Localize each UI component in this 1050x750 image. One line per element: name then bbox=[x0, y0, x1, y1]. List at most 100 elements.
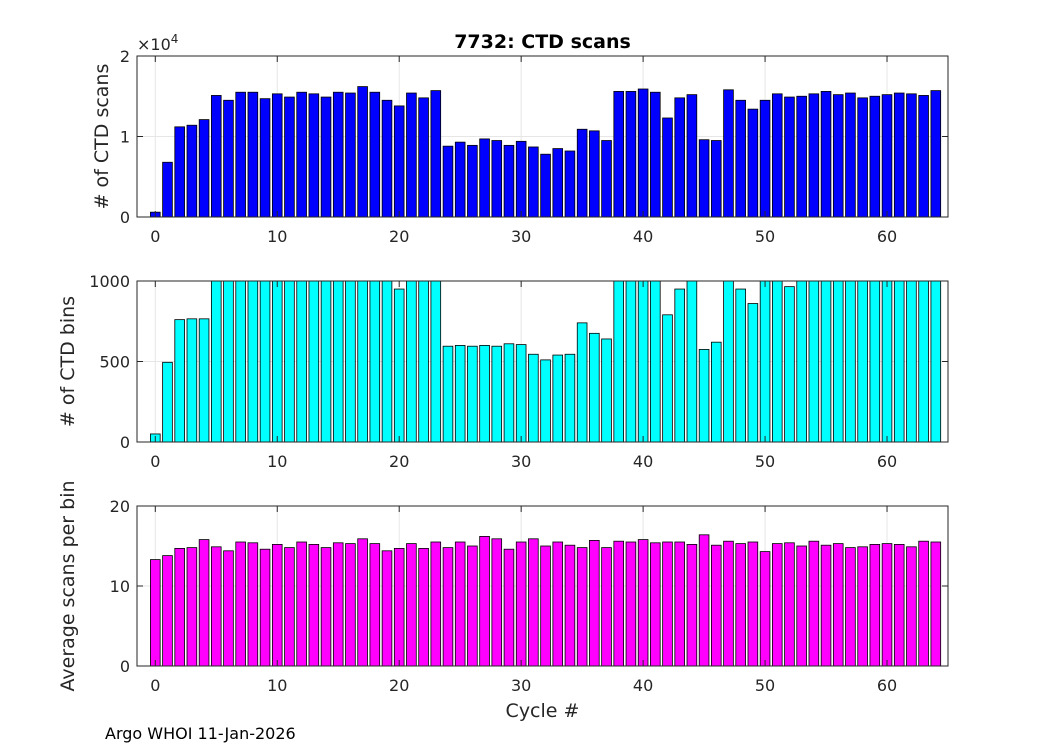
bar-cycle-53 bbox=[796, 280, 807, 443]
bar-cycle-30 bbox=[515, 541, 527, 667]
bar-cycle-42 bbox=[662, 314, 673, 443]
bar-cycle-3 bbox=[186, 124, 198, 218]
bar-cycle-13 bbox=[308, 544, 320, 667]
bar-cycle-36 bbox=[589, 130, 600, 218]
bar-cycle-31 bbox=[528, 146, 539, 218]
bar-cycle-59 bbox=[869, 95, 881, 218]
bar-cycle-12 bbox=[296, 541, 307, 667]
y-tick-label: 20 bbox=[110, 497, 130, 516]
bar-cycle-37 bbox=[601, 140, 612, 218]
bar-cycle-7 bbox=[235, 91, 246, 218]
bar-cycle-0 bbox=[150, 559, 161, 667]
bar-cycle-43 bbox=[674, 97, 685, 218]
bar-cycle-38 bbox=[613, 280, 625, 443]
bar-cycle-46 bbox=[711, 544, 722, 667]
bar-cycle-61 bbox=[893, 544, 905, 667]
x-tick-label: 30 bbox=[511, 676, 531, 695]
bar-cycle-62 bbox=[906, 546, 917, 667]
y-tick-label: 0 bbox=[120, 433, 130, 452]
bar-cycle-33 bbox=[552, 148, 564, 218]
bar-cycle-60 bbox=[881, 280, 893, 443]
bar-cycle-19 bbox=[381, 280, 393, 443]
bar-cycle-8 bbox=[247, 542, 259, 667]
bar-cycle-23 bbox=[430, 541, 442, 667]
chart-panel-3: 0 10 20 30 40 50 60 0 10 20 Average scans per bin C… bbox=[57, 480, 949, 722]
bar-cycle-8 bbox=[247, 91, 259, 218]
bar-cycle-18 bbox=[369, 91, 381, 218]
bar-cycle-14 bbox=[320, 547, 332, 667]
bar-cycle-10 bbox=[271, 280, 283, 443]
bar-cycle-6 bbox=[223, 280, 234, 443]
y-axis-label: Average scans per bin bbox=[57, 480, 79, 691]
bar-cycle-7 bbox=[235, 541, 246, 667]
y-tick-label: 10 bbox=[110, 577, 130, 596]
bar-cycle-21 bbox=[406, 92, 417, 218]
bar-cycle-17 bbox=[357, 86, 368, 218]
bar-cycle-44 bbox=[686, 544, 698, 667]
bar-cycle-43 bbox=[674, 541, 685, 667]
bar-cycle-21 bbox=[406, 280, 417, 443]
bar-cycle-48 bbox=[735, 99, 746, 218]
bar-cycle-8 bbox=[247, 280, 259, 443]
bar-cycle-36 bbox=[589, 540, 600, 667]
bar-cycle-44 bbox=[686, 94, 698, 218]
bar-cycle-46 bbox=[711, 140, 722, 218]
x-tick-label: 30 bbox=[511, 227, 531, 246]
bar-cycle-18 bbox=[369, 280, 381, 443]
bar-cycle-31 bbox=[528, 538, 539, 667]
y-tick-label: 500 bbox=[99, 353, 130, 372]
bar-cycle-28 bbox=[491, 140, 503, 218]
bar-cycle-26 bbox=[467, 545, 478, 667]
bar-cycle-60 bbox=[881, 543, 893, 667]
bar-cycle-20 bbox=[393, 288, 405, 443]
bar-cycle-23 bbox=[430, 90, 442, 218]
bar-cycle-45 bbox=[698, 349, 710, 443]
bar-cycle-60 bbox=[881, 94, 893, 218]
bar-cycle-30 bbox=[515, 140, 527, 218]
bar-cycle-30 bbox=[515, 344, 527, 443]
bar-cycle-2 bbox=[174, 319, 185, 443]
bar-cycle-2 bbox=[174, 126, 185, 218]
x-axis-label: Cycle # bbox=[506, 700, 580, 722]
bar-cycle-41 bbox=[650, 91, 661, 218]
bar-cycle-61 bbox=[893, 92, 905, 218]
bar-cycle-36 bbox=[589, 332, 600, 443]
bar-cycle-32 bbox=[540, 153, 551, 218]
bar-cycle-6 bbox=[223, 550, 234, 667]
bar-cycle-51 bbox=[771, 280, 783, 443]
bar-cycle-5 bbox=[210, 546, 222, 667]
bar-cycle-18 bbox=[369, 543, 381, 667]
bar-cycle-27 bbox=[479, 344, 490, 443]
chart-title: 7732: CTD scans bbox=[454, 31, 631, 53]
bar-cycle-39 bbox=[625, 541, 637, 667]
bar-cycle-10 bbox=[271, 93, 283, 218]
bar-cycle-62 bbox=[906, 280, 917, 443]
bar-cycle-56 bbox=[832, 94, 844, 218]
bar-cycle-63 bbox=[918, 95, 929, 218]
bar-cycle-26 bbox=[467, 144, 478, 218]
bar-cycle-1 bbox=[162, 555, 173, 667]
bar-cycle-49 bbox=[747, 108, 759, 218]
bar-cycle-24 bbox=[442, 145, 454, 218]
bar-cycle-16 bbox=[345, 543, 356, 667]
bar-cycle-25 bbox=[454, 344, 466, 443]
bar-cycle-62 bbox=[906, 93, 917, 218]
bar-cycle-25 bbox=[454, 141, 466, 218]
bar-cycle-42 bbox=[662, 117, 673, 218]
bar-cycle-14 bbox=[320, 280, 332, 443]
bar-cycle-27 bbox=[479, 138, 490, 218]
bar-cycle-38 bbox=[613, 91, 625, 218]
bar-cycle-4 bbox=[198, 539, 210, 667]
bar-cycle-11 bbox=[284, 96, 295, 218]
bar-cycle-53 bbox=[796, 95, 807, 218]
bar-cycle-2 bbox=[174, 548, 185, 667]
bar-cycle-17 bbox=[357, 280, 368, 443]
bar-cycle-27 bbox=[479, 536, 490, 667]
bar-cycle-41 bbox=[650, 280, 661, 443]
bar-cycle-22 bbox=[418, 280, 429, 443]
bar-cycle-1 bbox=[162, 161, 173, 218]
bar-cycle-58 bbox=[857, 280, 868, 443]
bar-cycle-46 bbox=[711, 341, 722, 443]
bar-cycle-55 bbox=[820, 91, 832, 218]
bar-cycle-29 bbox=[503, 548, 515, 667]
